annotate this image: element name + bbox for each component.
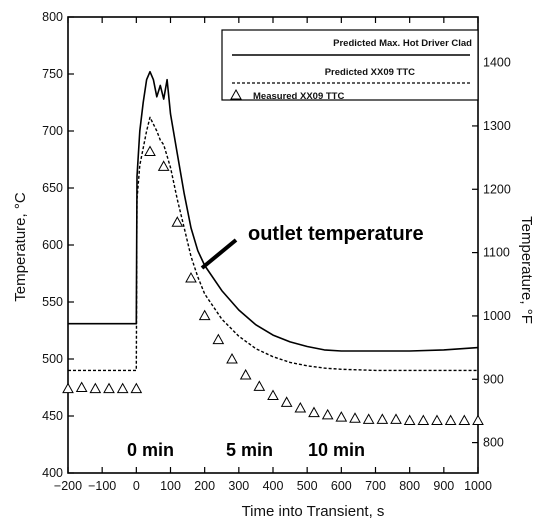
measured-point — [390, 413, 402, 424]
measured-point — [280, 396, 293, 407]
measured-point — [267, 389, 279, 400]
legend-label-clad: Predicted Max. Hot Driver Clad — [333, 38, 472, 49]
y-axis-title-left: Temperature, °C — [12, 192, 29, 302]
x-tick-label: 700 — [365, 479, 386, 493]
legend-label-measured-ttc: Measured XX09 TTC — [253, 91, 344, 102]
x-tick-label: 0 — [133, 479, 140, 493]
y-tick-label-left: 400 — [42, 466, 63, 480]
y-tick-label-left: 700 — [42, 124, 63, 138]
measured-point — [130, 382, 143, 394]
measured-point — [362, 413, 375, 424]
annotation-0-min: 0 min — [127, 440, 174, 460]
measured-point — [62, 382, 74, 394]
series-line-predicted-ttc — [68, 116, 478, 372]
y-tick-label-right: 1100 — [483, 246, 510, 260]
measured-point — [335, 411, 348, 422]
x-tick-label: 1000 — [464, 479, 492, 493]
measured-point — [198, 309, 211, 321]
measured-point — [253, 380, 266, 391]
measured-point — [185, 272, 197, 283]
measured-point — [308, 406, 320, 418]
measured-point — [212, 333, 225, 345]
annotation-10-min: 10 min — [308, 440, 365, 460]
measured-point — [349, 412, 361, 423]
y-tick-label-right: 1000 — [483, 309, 511, 323]
legend-marker-triangle — [230, 88, 242, 100]
x-tick-label: 500 — [297, 479, 318, 493]
x-tick-label: 200 — [194, 479, 215, 493]
measured-point — [472, 414, 484, 426]
y-tick-label-right: 800 — [483, 436, 504, 450]
y-axis-title-right: Temperature, °F — [518, 216, 535, 324]
measured-point — [239, 368, 252, 380]
x-tick-label: 300 — [228, 479, 249, 493]
x-tick-label: 100 — [160, 479, 181, 493]
y-tick-label-right: 900 — [483, 372, 504, 386]
x-tick-label: −200 — [54, 479, 82, 493]
y-tick-label-right: 1300 — [483, 119, 511, 133]
y-tick-label-left: 800 — [42, 10, 63, 24]
series-line-clad — [68, 70, 479, 352]
legend: Predicted Max. Hot Driver Clad Predicted… — [221, 29, 479, 102]
x-tick-label: −100 — [88, 479, 116, 493]
x-tick-label: 900 — [433, 479, 454, 493]
measured-point — [376, 413, 389, 424]
ticks-layer: −200 −100 0 100 200 300 400 500 600 700 800 900 1000… — [42, 10, 511, 493]
x-axis-title: Time into Transient, s — [242, 503, 385, 520]
x-tick-label: 600 — [331, 479, 352, 493]
measured-point — [458, 414, 471, 426]
x-tick-label: 800 — [399, 479, 420, 493]
measured-point — [294, 401, 307, 413]
measured-point — [89, 382, 102, 394]
y-tick-label-left: 450 — [42, 409, 63, 423]
measured-point — [403, 414, 416, 426]
measured-point — [226, 352, 238, 364]
y-tick-label-right: 1400 — [483, 56, 511, 70]
series-layer — [62, 70, 484, 426]
measured-point — [171, 216, 184, 227]
y-tick-label-left: 550 — [42, 295, 63, 309]
y-tick-label-left: 650 — [42, 181, 63, 195]
measured-point — [444, 414, 457, 426]
y-tick-label-left: 600 — [42, 238, 63, 252]
y-tick-label-left: 500 — [42, 352, 63, 366]
measured-point — [103, 382, 115, 394]
annotation-outlet-arrow — [200, 238, 238, 270]
y-tick-label-right: 1200 — [483, 182, 511, 196]
legend-label-predicted-ttc: Predicted XX09 TTC — [325, 67, 415, 78]
annotation-5-min: 5 min — [226, 440, 273, 460]
measured-point — [417, 414, 430, 426]
measured-point — [116, 382, 129, 394]
measured-point — [157, 160, 170, 171]
y-tick-label-left: 750 — [42, 67, 63, 81]
measured-point — [431, 414, 443, 426]
legend-box — [221, 29, 479, 101]
annotation-outlet-temperature: outlet temperature — [248, 223, 424, 245]
measured-point — [144, 145, 156, 157]
measured-point — [75, 381, 88, 392]
measured-point — [321, 408, 334, 420]
x-tick-label: 400 — [263, 479, 284, 493]
